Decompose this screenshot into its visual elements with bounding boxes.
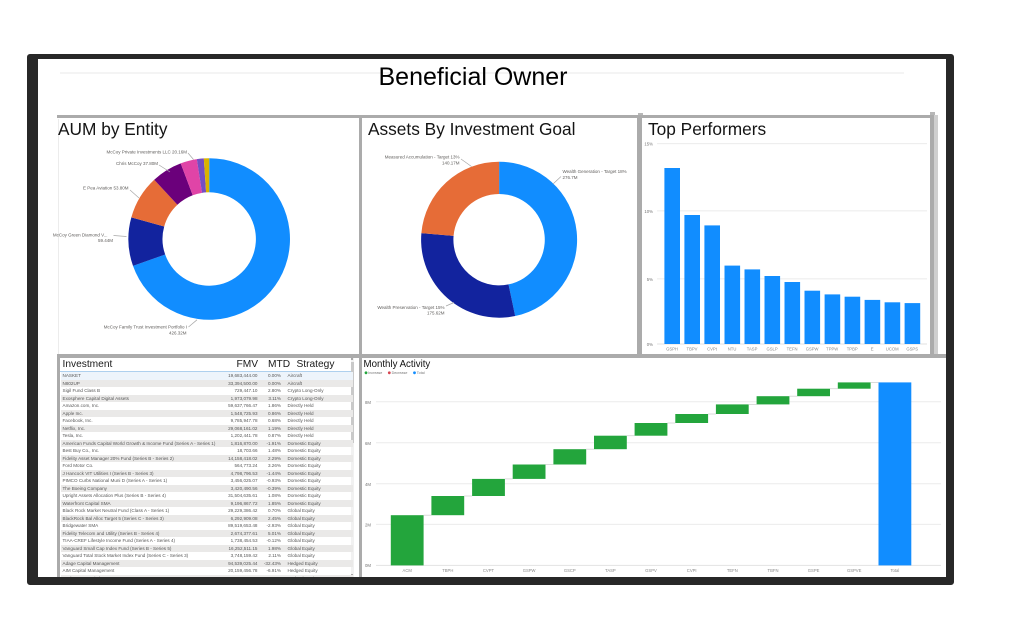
svg-text:McCoy Green Diamond V...: McCoy Green Diamond V... xyxy=(53,233,108,238)
svg-text:5%: 5% xyxy=(647,277,653,282)
svg-text:15%: 15% xyxy=(644,142,653,147)
svg-text:0M: 0M xyxy=(365,563,371,568)
svg-text:426.32M: 426.32M xyxy=(169,330,187,335)
svg-text:McCoy Family Trust Investment: McCoy Family Trust Investment Portfolio … xyxy=(104,324,187,329)
svg-text:GSPVE: GSPVE xyxy=(847,568,862,573)
svg-text:GSPH: GSPH xyxy=(666,347,678,352)
svg-text:10%: 10% xyxy=(644,209,653,214)
svg-text:Total: Total xyxy=(417,371,425,375)
svg-text:140.17M: 140.17M xyxy=(442,161,460,166)
svg-text:GSPE: GSPE xyxy=(808,568,820,573)
svg-text:TPBP: TPBP xyxy=(847,347,858,352)
svg-text:TBPH: TBPH xyxy=(442,568,453,573)
svg-text:Wealth Preservation - Target 1: Wealth Preservation - Target 15% xyxy=(377,305,444,310)
svg-text:CVPT: CVPT xyxy=(483,568,495,573)
svg-text:GSPW: GSPW xyxy=(806,347,819,352)
svg-text:0%: 0% xyxy=(647,342,653,347)
svg-text:4M: 4M xyxy=(365,482,371,487)
svg-text:TBFN: TBFN xyxy=(768,568,779,573)
svg-text:TPPW: TPPW xyxy=(826,347,838,352)
svg-text:TBPV: TBPV xyxy=(687,347,698,352)
svg-text:E Pea Aviation 53.80M: E Pea Aviation 53.80M xyxy=(83,186,129,191)
svg-text:GSCP: GSCP xyxy=(564,568,576,573)
svg-text:TASP: TASP xyxy=(747,347,758,352)
svg-text:Total: Total xyxy=(890,568,899,573)
svg-text:8M: 8M xyxy=(365,400,371,405)
svg-text:Measured Accumulation - Target: Measured Accumulation - Target 13% xyxy=(385,155,460,160)
svg-text:Increase: Increase xyxy=(368,371,382,375)
svg-text:Decrease: Decrease xyxy=(392,371,408,375)
svg-text:ACM: ACM xyxy=(403,568,413,573)
svg-text:Wealth Generation - Target 18%: Wealth Generation - Target 18% xyxy=(563,169,627,174)
svg-text:GSLP: GSLP xyxy=(767,347,778,352)
svg-text:2M: 2M xyxy=(365,522,371,527)
svg-text:UCOM: UCOM xyxy=(886,347,899,352)
svg-text:175.62M: 175.62M xyxy=(427,311,445,316)
svg-text:CVPt: CVPt xyxy=(707,347,718,352)
svg-text:GSPV: GSPV xyxy=(645,568,657,573)
svg-text:Chris McCoy 37.80M: Chris McCoy 37.80M xyxy=(116,161,158,166)
svg-text:TEFN: TEFN xyxy=(787,347,798,352)
svg-text:TASP: TASP xyxy=(605,568,616,573)
svg-text:GSPW: GSPW xyxy=(523,568,536,573)
svg-text:276.7M: 276.7M xyxy=(563,175,578,180)
svg-text:59.44M: 59.44M xyxy=(98,238,113,243)
svg-text:CVPI: CVPI xyxy=(687,568,697,573)
svg-text:NTU: NTU xyxy=(728,347,737,352)
svg-text:TEFN: TEFN xyxy=(727,568,738,573)
svg-text:6M: 6M xyxy=(365,441,371,446)
svg-text:McCoy Private Investments LLC: McCoy Private Investments LLC 20.16M xyxy=(106,150,187,155)
svg-text:E: E xyxy=(871,347,874,352)
svg-text:GSPS: GSPS xyxy=(906,347,918,352)
